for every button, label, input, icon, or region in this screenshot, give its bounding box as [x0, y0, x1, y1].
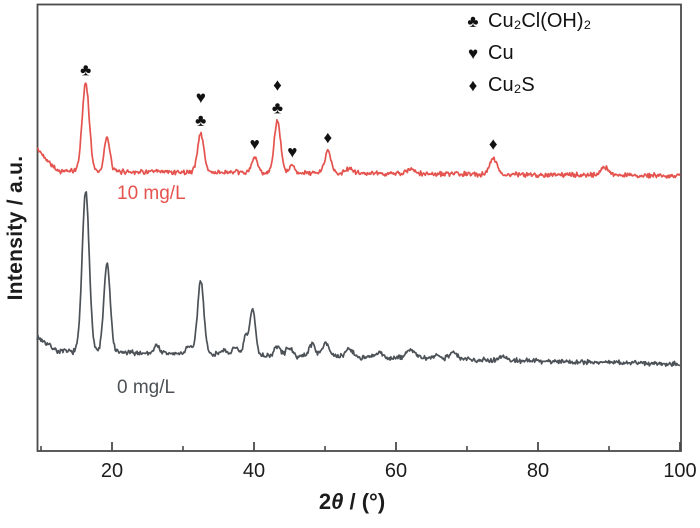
x-axis-label: 2θ / (°) [319, 489, 385, 515]
legend-item-cu2s: ♦ Cu₂S [462, 69, 591, 101]
peak-marker-heart-icon: ♥ [196, 88, 206, 107]
peak-marker-heart-icon: ♥ [287, 143, 297, 162]
x-axis-label-num: 2 [318, 489, 332, 514]
peak-marker-diamond-icon: ♦ [489, 135, 498, 154]
x-tick-label: 60 [385, 460, 407, 482]
legend-label-cu2cloh2: Cu₂Cl(OH)₂ [488, 9, 592, 32]
legend-label-cu: Cu [488, 41, 514, 64]
x-tick-label: 100 [663, 460, 696, 482]
peak-marker-heart-icon: ♥ [250, 134, 260, 153]
peak-marker-diamond-icon: ♦ [323, 128, 332, 147]
legend-label-cu2s: Cu₂S [488, 73, 535, 96]
series-label-0mgL: 0 mg/L [117, 377, 176, 398]
plot-border [36, 3, 682, 452]
x-tick-label: 20 [101, 460, 123, 482]
legend-item-cu2cloh2: ♣ Cu₂Cl(OH)₂ [462, 5, 591, 37]
x-tick-label: 40 [243, 460, 265, 482]
club-icon: ♣ [467, 11, 479, 31]
peak-marker-diamond-icon: ♦ [273, 76, 282, 95]
heart-icon: ♥ [467, 43, 479, 63]
diamond-icon: ♦ [468, 75, 478, 95]
x-axis-label-units: / (°) [343, 489, 386, 514]
series-label-10mgL: 10 mg/L [117, 183, 186, 204]
peak-marker-club-icon: ♣ [195, 111, 206, 130]
x-tick-label: 80 [527, 460, 549, 482]
legend-item-cu: ♥ Cu [462, 37, 591, 69]
y-axis-label: Intensity / a.u. [4, 155, 27, 301]
series-curve-10-mg-l [36, 82, 681, 179]
series-curve-0-mg-l [36, 191, 681, 367]
peak-marker-club-icon: ♣ [80, 60, 91, 79]
x-axis-label-theta: θ [331, 489, 344, 514]
peak-marker-club-icon: ♣ [272, 99, 283, 118]
legend: ♣ Cu₂Cl(OH)₂ ♥ Cu ♦ Cu₂S [462, 5, 591, 101]
